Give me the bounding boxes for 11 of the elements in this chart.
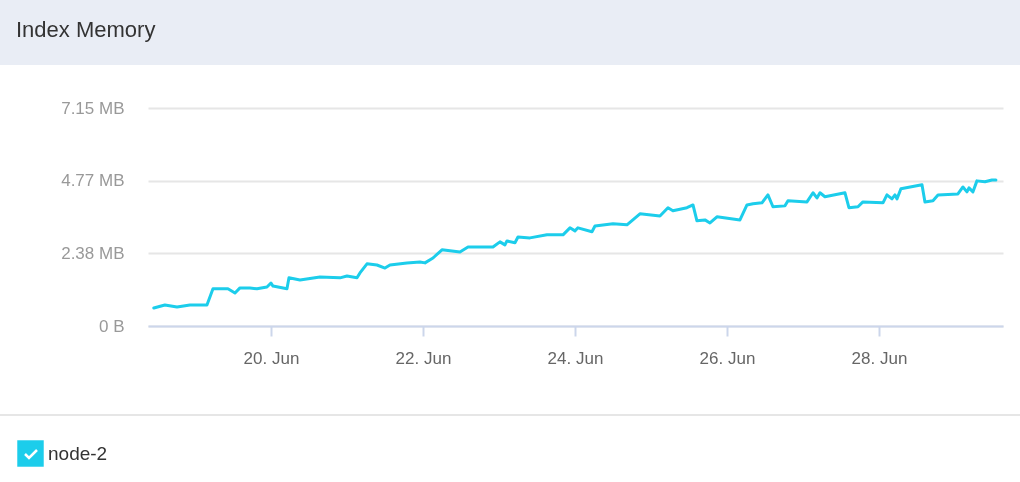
x-tick-label: 24. Jun xyxy=(547,348,604,368)
x-tick-label: 22. Jun xyxy=(395,348,452,368)
x-tick-label: 26. Jun xyxy=(699,348,756,368)
x-tick-label: 28. Jun xyxy=(851,348,908,368)
y-tick-label: 2.38 MB xyxy=(61,243,125,263)
chart-title: Index Memory xyxy=(0,0,1020,65)
legend-label: node-2 xyxy=(48,442,108,464)
y-tick-label: 7.15 MB xyxy=(61,98,125,118)
y-tick-label: 4.77 MB xyxy=(61,171,125,191)
y-tick-label: 0 B xyxy=(98,316,125,336)
x-tick-label: 20. Jun xyxy=(243,348,300,368)
